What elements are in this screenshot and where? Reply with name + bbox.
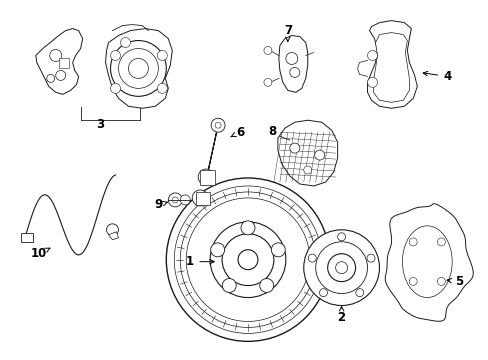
Polygon shape <box>373 32 408 102</box>
Circle shape <box>327 254 355 282</box>
Circle shape <box>106 224 118 236</box>
Polygon shape <box>367 21 416 108</box>
Circle shape <box>367 50 377 60</box>
Polygon shape <box>200 170 215 185</box>
Circle shape <box>47 75 55 82</box>
Circle shape <box>50 50 61 62</box>
Circle shape <box>259 279 273 292</box>
Polygon shape <box>196 192 210 205</box>
Circle shape <box>215 122 221 128</box>
Polygon shape <box>277 120 337 186</box>
Circle shape <box>241 221 254 235</box>
Circle shape <box>196 194 203 202</box>
Circle shape <box>436 238 445 246</box>
Text: 9: 9 <box>154 198 167 211</box>
Circle shape <box>210 222 285 298</box>
Circle shape <box>335 262 347 274</box>
Circle shape <box>367 77 377 87</box>
Circle shape <box>307 254 316 262</box>
Circle shape <box>110 84 120 93</box>
Circle shape <box>120 37 130 48</box>
Text: 6: 6 <box>230 126 244 139</box>
Circle shape <box>289 67 299 77</box>
Circle shape <box>168 193 182 207</box>
Text: 4: 4 <box>422 70 450 83</box>
Circle shape <box>303 230 379 306</box>
Circle shape <box>314 150 324 160</box>
Circle shape <box>319 289 327 297</box>
Circle shape <box>174 186 321 333</box>
Circle shape <box>110 50 120 60</box>
Circle shape <box>264 46 271 54</box>
Circle shape <box>366 254 374 262</box>
Circle shape <box>180 195 190 205</box>
Circle shape <box>110 41 166 96</box>
Circle shape <box>285 53 297 64</box>
Circle shape <box>315 242 367 293</box>
Polygon shape <box>59 58 68 68</box>
Circle shape <box>337 233 345 241</box>
Circle shape <box>303 166 311 174</box>
Circle shape <box>180 192 315 328</box>
Circle shape <box>210 243 224 257</box>
Text: 8: 8 <box>267 125 275 138</box>
Circle shape <box>203 174 209 180</box>
Circle shape <box>128 58 148 78</box>
Circle shape <box>408 278 416 285</box>
Circle shape <box>211 118 224 132</box>
Circle shape <box>166 178 329 341</box>
Text: 10: 10 <box>31 247 50 260</box>
Text: 5: 5 <box>446 275 462 288</box>
Polygon shape <box>108 232 118 240</box>
Text: 3: 3 <box>96 118 104 131</box>
Polygon shape <box>105 28 172 108</box>
Circle shape <box>222 234 273 285</box>
Text: 1: 1 <box>186 255 214 268</box>
Circle shape <box>157 84 167 93</box>
Circle shape <box>222 279 236 292</box>
Circle shape <box>271 243 285 257</box>
Circle shape <box>118 49 158 88</box>
Polygon shape <box>278 36 307 92</box>
Circle shape <box>408 238 416 246</box>
Circle shape <box>172 197 178 203</box>
Polygon shape <box>385 204 472 321</box>
Circle shape <box>198 169 214 185</box>
Circle shape <box>264 78 271 86</box>
Circle shape <box>56 71 65 80</box>
Text: 2: 2 <box>337 307 345 324</box>
Circle shape <box>436 278 445 285</box>
Polygon shape <box>36 28 82 94</box>
Ellipse shape <box>402 226 451 298</box>
Text: 7: 7 <box>283 24 291 41</box>
Circle shape <box>355 289 363 297</box>
Circle shape <box>186 198 309 321</box>
Circle shape <box>192 190 208 206</box>
Circle shape <box>157 50 167 60</box>
Polygon shape <box>21 233 33 242</box>
Circle shape <box>238 250 258 270</box>
Circle shape <box>289 143 299 153</box>
